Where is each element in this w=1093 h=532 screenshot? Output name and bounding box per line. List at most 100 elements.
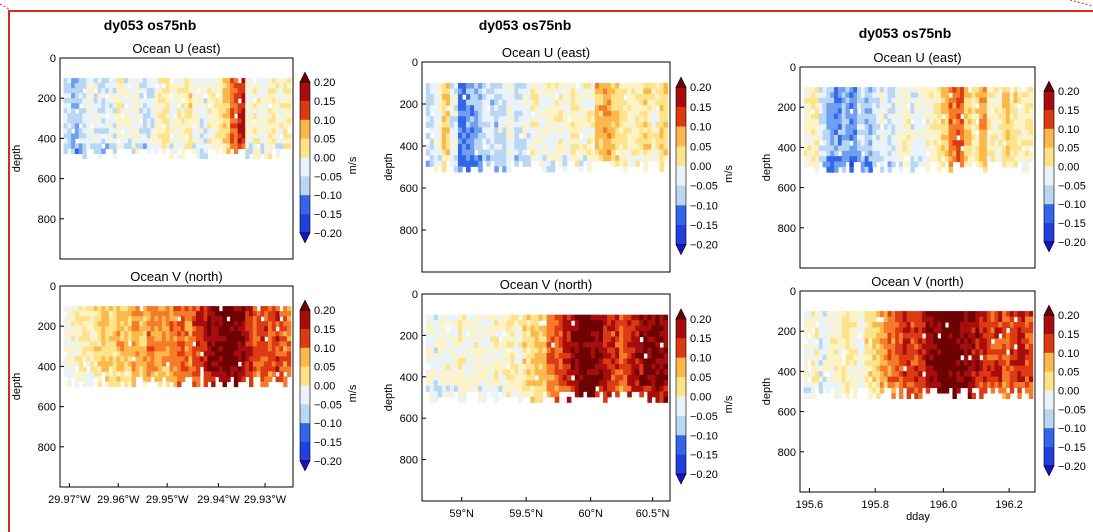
heatmap-cell [437,385,443,392]
heatmap-cell [222,326,227,332]
heatmap-cell [78,306,84,312]
heatmap-cell [63,341,68,347]
heatmap-cell [146,133,152,139]
heatmap-cell [283,118,288,124]
heatmap-cell [433,105,439,112]
heatmap-cell [830,87,835,94]
heatmap-cell [956,87,961,94]
heatmap-cell [883,103,889,109]
heatmap-cell [466,155,471,162]
heatmap-cell [449,149,455,156]
heatmap-cell [203,123,208,129]
heatmap-cell [437,132,443,140]
heatmap-cell [226,346,231,352]
heatmap-cell [429,138,435,145]
heatmap-cell [619,320,624,327]
heatmap-cell [876,103,881,109]
heatmap-cell [218,78,224,84]
heatmap-cell [822,140,828,147]
heatmap-cell [131,113,137,119]
heatmap-cell [542,94,548,101]
heatmap-cell [245,128,250,134]
heatmap-cell [906,134,912,141]
heatmap-cell [845,338,850,345]
heatmap-cell [86,371,91,378]
heatmap-cell [112,143,118,150]
heatmap-cell [203,148,208,155]
heatmap-cell [554,110,560,117]
heatmap-cell [566,110,572,117]
y-tick-label: 400 [400,141,418,153]
heatmap-cell [615,331,620,338]
heatmap-cell [818,322,824,329]
heatmap-cell [534,116,540,123]
heatmap-cell [283,108,288,114]
heatmap-cell [944,118,950,125]
heatmap-cell [154,371,159,378]
heatmap-cell [574,385,580,392]
heatmap-cell [603,94,608,101]
heatmap-cell [887,113,892,120]
heatmap-cell [78,361,84,367]
heatmap-cell [868,311,873,318]
heatmap-cell [275,123,280,129]
heatmap-cell [74,351,80,357]
heatmap-cell [150,341,155,347]
heatmap-cell [177,138,182,145]
heatmap-cell [956,156,961,163]
panel-title: Ocean U (east) [873,50,961,65]
heatmap-cell [902,349,908,356]
heatmap-cell [623,160,628,167]
heatmap-cell [120,336,125,342]
heatmap-cell [876,140,881,147]
heatmap-cell [546,380,552,387]
heatmap-cell [937,129,942,136]
heatmap-cell [574,94,580,101]
heatmap-cell [655,353,661,360]
heatmap-cell [879,156,885,163]
heatmap-cell [249,138,254,145]
heatmap-cell [663,325,669,332]
panel-title: Ocean U (east) [132,41,220,56]
heatmap-cell [627,83,632,90]
heatmap-cell [279,138,284,145]
heatmap-cell [199,138,205,145]
heatmap-cell [933,97,938,104]
heatmap-cell [241,316,246,322]
heatmap-cell [803,376,808,383]
heatmap-cell [651,380,657,387]
heatmap-cell [207,356,212,362]
heatmap-cell [906,145,912,152]
heatmap-cell [538,396,544,403]
heatmap-cell [161,138,167,145]
heatmap-cell [868,156,873,163]
heatmap-cell [252,336,258,342]
heatmap-cell [891,360,896,367]
heatmap-cell [933,87,938,94]
y-axis-label: depth [383,384,395,412]
heatmap-cell [264,138,269,145]
heatmap-cell [154,321,159,327]
heatmap-cell [457,116,463,123]
heatmap-cell [975,124,980,131]
heatmap-cell [180,83,186,89]
heatmap-cell [207,123,212,129]
heatmap-cell [643,105,648,112]
heatmap-cell [245,311,250,317]
heatmap-cell [895,338,900,345]
heatmap-cell [169,148,174,155]
heatmap-cell [546,353,552,360]
heatmap-cell [180,118,186,124]
heatmap-cell [486,336,491,343]
heatmap-cell [818,145,824,152]
heatmap-cell [101,93,106,99]
heatmap-cell [135,341,140,347]
heatmap-cell [663,369,669,376]
heatmap-cell [845,376,850,383]
heatmap-cell [998,134,1003,141]
heatmap-cell [139,143,144,150]
heatmap-cell [849,150,854,157]
heatmap-cell [192,356,197,362]
heatmap-cell [803,145,808,152]
heatmap-cell [271,361,277,367]
